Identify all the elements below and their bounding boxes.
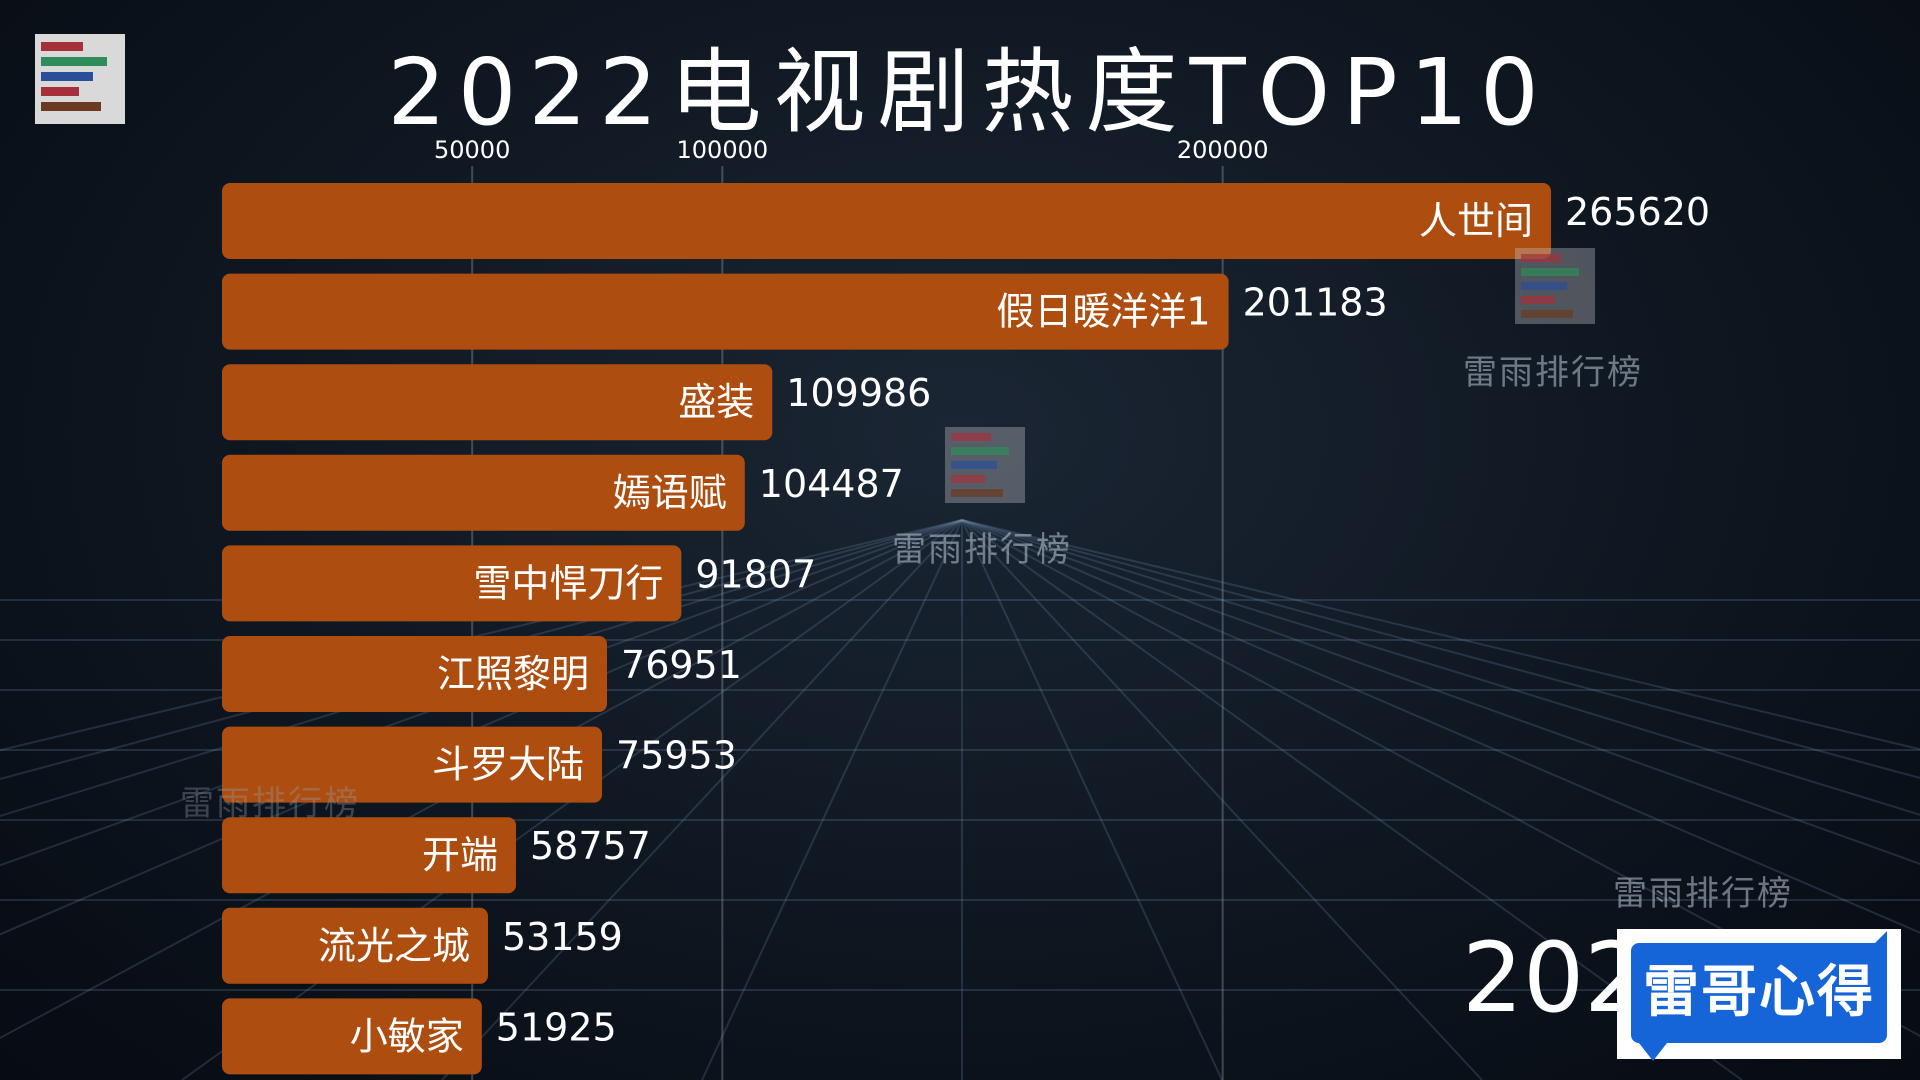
channel-badge: 雷哥心得 [1617,929,1901,1061]
floor-grid-line [961,519,1920,934]
bar [222,364,773,441]
floor-grid-line [701,519,963,1080]
x-tick-label: 200000 [1177,136,1269,164]
floor-grid-line [961,519,1483,1080]
bar-category-label: 斗罗大陆 [432,743,584,787]
x-tick-label: 100000 [677,136,769,164]
floor-grid-line [441,519,963,1080]
watermark-text: 雷雨排行榜 [1463,353,1643,393]
bar-category-label: 江照黎明 [437,652,589,696]
bar-category-label: 嫣语赋 [613,471,727,515]
brand-logo-icon [35,34,125,124]
floor-grid-line [961,519,1920,751]
watermark-text: 雷雨排行榜 [1613,874,1793,914]
speech-tail-icon [1639,1043,1667,1061]
bar-value-label: 109986 [786,371,931,415]
watermark-logo-icon [1515,248,1595,324]
bar [222,454,745,531]
bar-value-label: 75953 [616,734,737,778]
bar [222,726,603,803]
watermark-text: 雷雨排行榜 [180,784,360,824]
bar [222,998,482,1075]
bar-value-label: 104487 [759,462,904,506]
bar-value-label: 91807 [695,552,816,596]
floor-grid-line [961,519,1920,865]
bar-category-label: 小敏家 [350,1014,464,1058]
bar-value-label: 265620 [1565,190,1710,234]
bar-category-label: 流光之城 [318,924,470,968]
floor-grid-line [961,519,1223,1080]
bar-category-label: 盛装 [678,380,754,424]
bar-value-label: 76951 [621,643,742,687]
bar [222,817,516,894]
bar-category-label: 开端 [422,833,498,877]
bar [222,273,1229,350]
bar-category-label: 人世间 [1419,199,1533,243]
x-tick-label: 50000 [434,136,510,164]
bar [222,636,608,712]
floor-grid-line [961,519,1920,779]
bar-value-label: 201183 [1243,281,1388,325]
floor-grid-line [0,519,963,867]
bar-value-label: 58757 [530,824,651,868]
bar-category-label: 雪中悍刀行 [473,561,663,605]
floor-grid-line [961,519,1920,816]
bar-category-label: 假日暖洋洋1 [996,290,1210,334]
page-title: 2022电视剧热度TOP10 [387,39,1551,146]
bar [222,545,682,622]
watermark-logo-icon [945,427,1025,503]
bar-value-label: 51925 [496,1005,617,1049]
bar [222,183,1551,259]
floor-grid-line [961,519,1743,1080]
corner-flag-icon [1867,931,1887,951]
channel-badge-label: 雷哥心得 [1631,943,1887,1043]
year-indicator: 202 [1462,922,1618,1034]
bar [222,907,488,984]
watermark-text: 雷雨排行榜 [892,530,1072,570]
bar-value-label: 53159 [502,915,623,959]
